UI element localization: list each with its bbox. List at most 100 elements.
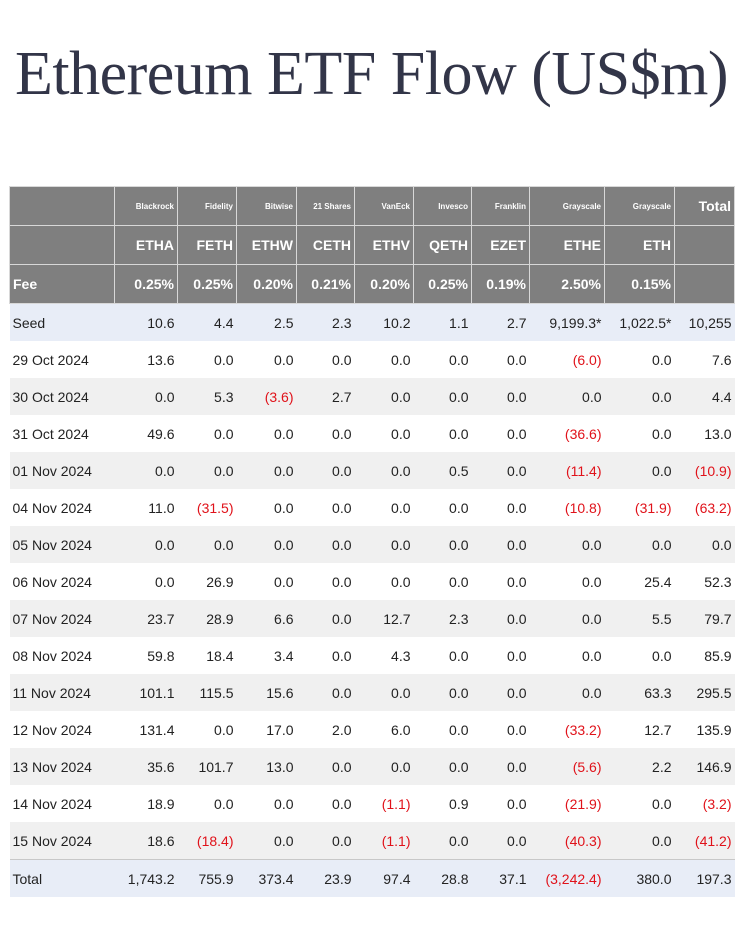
flow-value: 15.6 (236, 674, 297, 711)
flow-value: (10.9) (674, 452, 735, 489)
header-ticker-cell: EZET (471, 225, 530, 265)
flow-value: 0.0 (413, 341, 472, 378)
header-ticker-cell: ETH (604, 225, 675, 265)
flow-value: 0.0 (413, 378, 472, 415)
flow-value: 0.0 (354, 674, 414, 711)
flow-value: 79.7 (674, 600, 735, 637)
flow-value: 0.0 (471, 600, 530, 637)
table-row: 01 Nov 2024 0.0 0.0 0.0 0.0 0.0 0.5 0.0 (11.4) 0.… (9, 452, 735, 489)
flow-value: (1.1) (354, 822, 414, 860)
flow-value: 23.7 (114, 600, 178, 637)
flow-value: 0.0 (354, 563, 414, 600)
flow-value: 295.5 (674, 674, 735, 711)
header-ticker-cell (674, 225, 735, 265)
flow-value: 0.0 (177, 341, 237, 378)
flow-value: (40.3) (529, 822, 605, 860)
flow-value: 0.0 (236, 452, 297, 489)
flow-value: (3,242.4) (529, 859, 605, 897)
flow-value: 9,199.3* (529, 303, 605, 341)
flow-value: (21.9) (529, 785, 605, 822)
flow-value: 146.9 (674, 748, 735, 785)
flow-value: 10,255 (674, 303, 735, 341)
flow-value: 5.3 (177, 378, 237, 415)
seed-row: Seed 10.6 4.4 2.5 2.3 10.2 1.1 2.7 9,199.3* 1,022… (9, 303, 735, 341)
flow-value: 26.9 (177, 563, 237, 600)
row-label: 04 Nov 2024 (9, 489, 115, 526)
header-fee-row: Fee 0.25% 0.25% 0.20% 0.21% 0.20% 0.25% 0.19% 2.… (9, 264, 735, 304)
flow-value: 2.3 (296, 303, 355, 341)
header-ticker-cell: ETHV (354, 225, 414, 265)
flow-value: 0.0 (413, 748, 472, 785)
flow-value: 0.0 (413, 526, 472, 563)
flow-value: 0.0 (471, 674, 530, 711)
flow-value: 63.3 (604, 674, 675, 711)
flow-value: 2.5 (236, 303, 297, 341)
flow-value: 0.0 (604, 378, 675, 415)
flow-value: 131.4 (114, 711, 178, 748)
flow-value: 12.7 (604, 711, 675, 748)
table-row: 30 Oct 2024 0.0 5.3 (3.6) 2.7 0.0 0.0 0.0 0.0 0.0… (9, 378, 735, 415)
header-ticker-cell: CETH (296, 225, 355, 265)
flow-value: 13.0 (674, 415, 735, 452)
flow-value: 0.0 (471, 415, 530, 452)
flow-value: 4.3 (354, 637, 414, 674)
row-label: 07 Nov 2024 (9, 600, 115, 637)
flow-value: 2.3 (413, 600, 472, 637)
flow-value: 0.0 (177, 526, 237, 563)
flow-value: 3.4 (236, 637, 297, 674)
flow-value: (31.5) (177, 489, 237, 526)
flow-value: 0.0 (471, 822, 530, 860)
flow-value: 12.7 (354, 600, 414, 637)
flow-value: 0.0 (529, 563, 605, 600)
flow-value: 0.0 (296, 637, 355, 674)
flow-value: (31.9) (604, 489, 675, 526)
header-issuer-cell: Grayscale (604, 186, 675, 226)
flow-value: 0.0 (471, 378, 530, 415)
flow-value: 5.5 (604, 600, 675, 637)
flow-value: 0.0 (604, 526, 675, 563)
flow-value: 0.0 (413, 674, 472, 711)
table-row: 05 Nov 2024 0.0 0.0 0.0 0.0 0.0 0.0 0.0 0.0 0.0 0.… (9, 526, 735, 563)
flow-value: 0.0 (177, 415, 237, 452)
flow-value: 18.4 (177, 637, 237, 674)
flow-value: 0.0 (413, 822, 472, 860)
flow-value: 0.0 (529, 378, 605, 415)
flow-value: 0.0 (296, 822, 355, 860)
flow-value: 0.0 (529, 526, 605, 563)
header-issuer-cell (9, 186, 115, 226)
flow-value: 0.0 (296, 526, 355, 563)
flow-value: 101.1 (114, 674, 178, 711)
flow-value: 0.0 (604, 452, 675, 489)
flow-value: (1.1) (354, 785, 414, 822)
header-fee-cell: 0.25% (114, 264, 178, 304)
row-label: 06 Nov 2024 (9, 563, 115, 600)
flow-value: 13.6 (114, 341, 178, 378)
flow-value: 4.4 (674, 378, 735, 415)
flow-value: (3.2) (674, 785, 735, 822)
flow-value: 0.0 (471, 785, 530, 822)
header-fee-cell: 0.25% (413, 264, 472, 304)
flow-value: 6.0 (354, 711, 414, 748)
flow-value: 0.0 (354, 415, 414, 452)
flow-value: 0.0 (354, 452, 414, 489)
header-ticker-cell: ETHA (114, 225, 178, 265)
flow-value: 0.0 (413, 711, 472, 748)
flow-value: 25.4 (604, 563, 675, 600)
flow-value: 2.2 (604, 748, 675, 785)
flow-value: 101.7 (177, 748, 237, 785)
flow-value: 18.9 (114, 785, 178, 822)
flow-value: 0.0 (529, 674, 605, 711)
flow-value: 97.4 (354, 859, 414, 897)
flow-value: 2.0 (296, 711, 355, 748)
flow-value: 6.6 (236, 600, 297, 637)
flow-value: 0.0 (674, 526, 735, 563)
row-label: 08 Nov 2024 (9, 637, 115, 674)
flow-value: 755.9 (177, 859, 237, 897)
row-label: 12 Nov 2024 (9, 711, 115, 748)
flow-value: 0.0 (354, 489, 414, 526)
flow-value: 0.0 (114, 452, 178, 489)
flow-value: 0.0 (296, 341, 355, 378)
flow-value: 0.0 (471, 748, 530, 785)
flow-value: 28.9 (177, 600, 237, 637)
flow-value: 49.6 (114, 415, 178, 452)
